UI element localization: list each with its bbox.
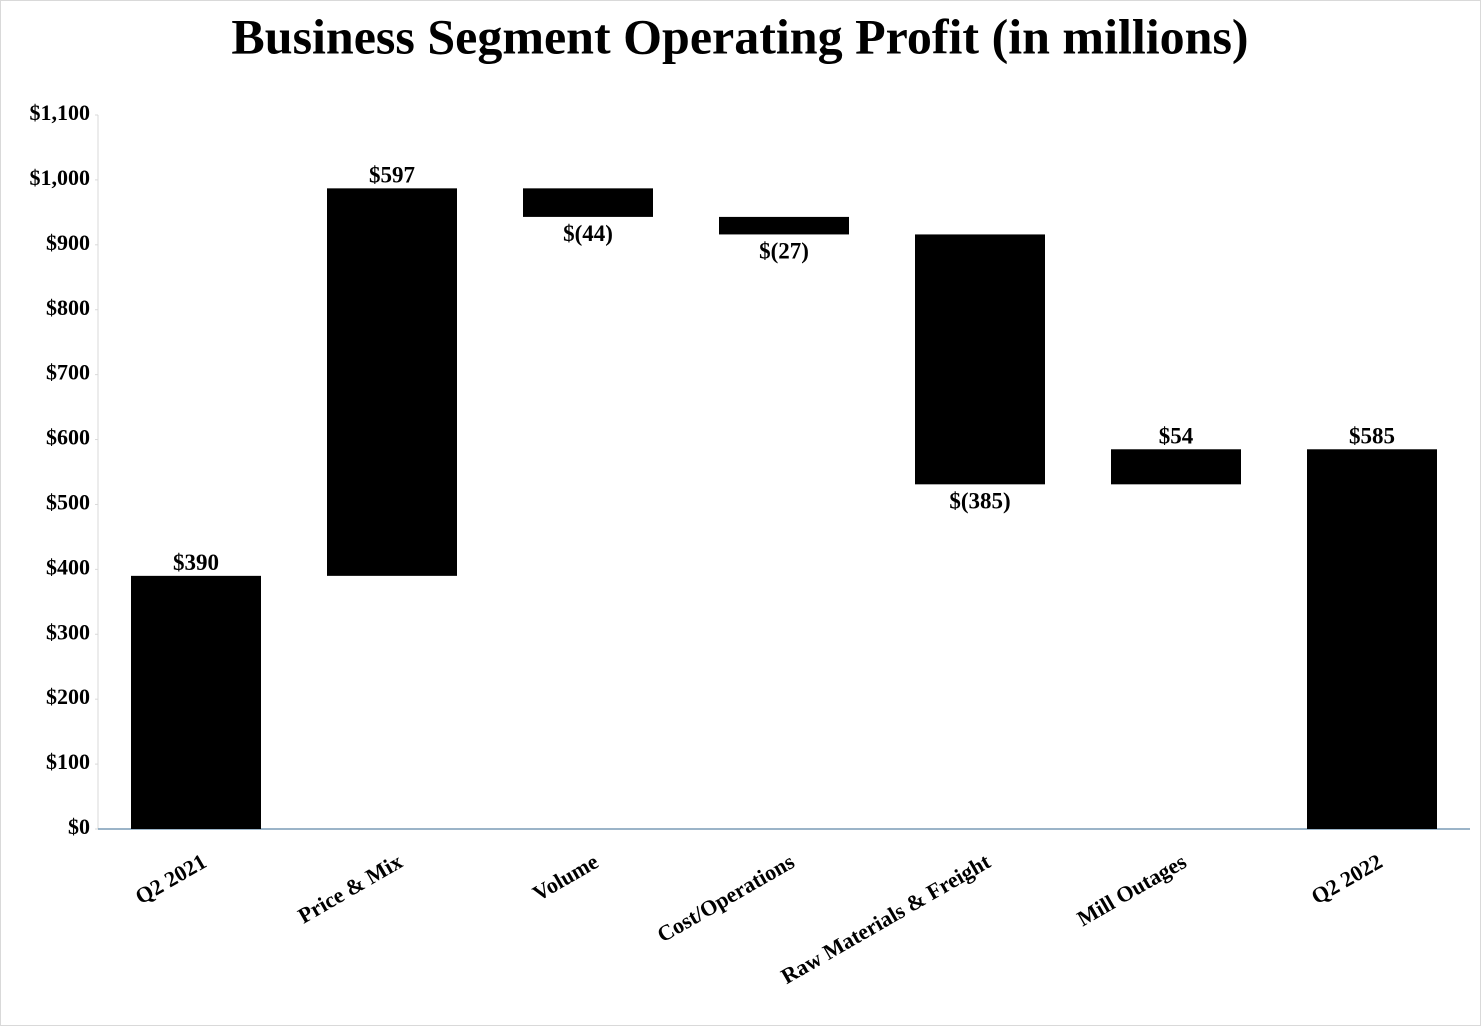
value-label: $585 [1349,423,1395,448]
delta-bar [1111,449,1241,485]
delta-bar [523,188,653,217]
y-tick-label: $0 [68,814,90,839]
y-tick-label: $1,100 [30,100,91,125]
value-label: $597 [369,162,415,187]
y-tick-label: $200 [46,684,90,709]
value-label: $(27) [759,238,809,263]
y-tick-label: $400 [46,554,90,579]
y-tick-label: $600 [46,425,90,450]
value-label: $390 [173,550,219,575]
y-tick-label: $500 [46,490,90,515]
delta-bar [915,234,1045,485]
chart-title: Business Segment Operating Profit (in mi… [231,8,1248,64]
total-bar [1307,449,1437,829]
delta-bar [719,216,849,235]
delta-bar [327,188,457,576]
y-tick-label: $900 [46,230,90,255]
value-label: $(44) [563,221,613,246]
y-tick-label: $1,000 [30,165,91,190]
total-bar [131,575,261,829]
value-label: $54 [1159,423,1194,448]
y-tick-label: $800 [46,295,90,320]
y-tick-label: $100 [46,749,90,774]
y-tick-label: $300 [46,619,90,644]
y-tick-label: $700 [46,360,90,385]
value-label: $(385) [949,488,1010,513]
